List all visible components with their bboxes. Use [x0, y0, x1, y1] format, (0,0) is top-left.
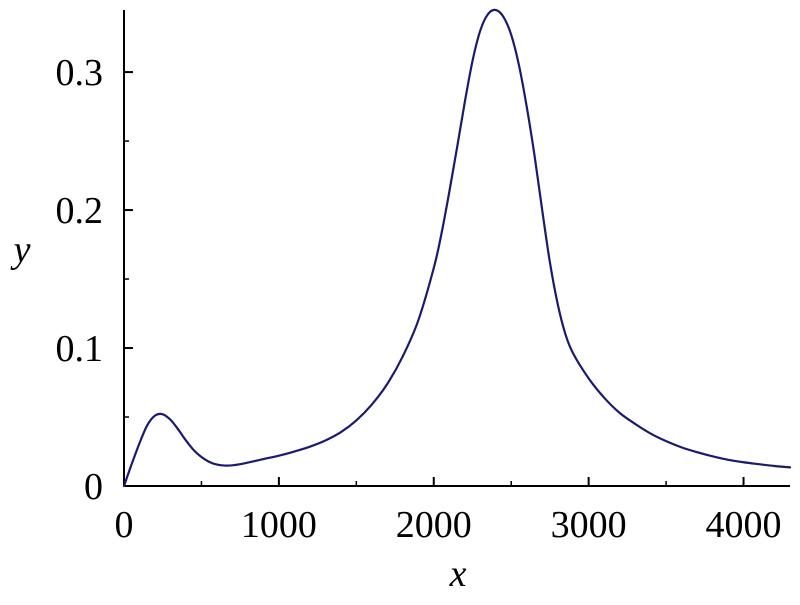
x-tick-label-1: 1000 — [241, 504, 317, 546]
y-tick-label-3: 0.3 — [56, 52, 104, 94]
x-axis-title: x — [449, 553, 467, 595]
x-tick-label-4: 4000 — [706, 504, 782, 546]
y-tick-label-2: 0.2 — [56, 190, 104, 232]
y-tick-label-0: 0 — [84, 466, 103, 508]
x-tick-label-2: 2000 — [396, 504, 472, 546]
series-group — [122, 8, 792, 488]
x-tick-label-3: 3000 — [551, 504, 627, 546]
tick-labels: 0 1000 2000 3000 4000 0 0.1 0.2 0.3 — [56, 52, 782, 546]
y-tick-label-1: 0.1 — [56, 328, 104, 370]
series-line-0 — [122, 8, 792, 488]
x-tick-label-0: 0 — [115, 504, 134, 546]
ticks — [123, 71, 745, 487]
axes — [123, 10, 790, 487]
y-axis-title: y — [10, 229, 31, 271]
